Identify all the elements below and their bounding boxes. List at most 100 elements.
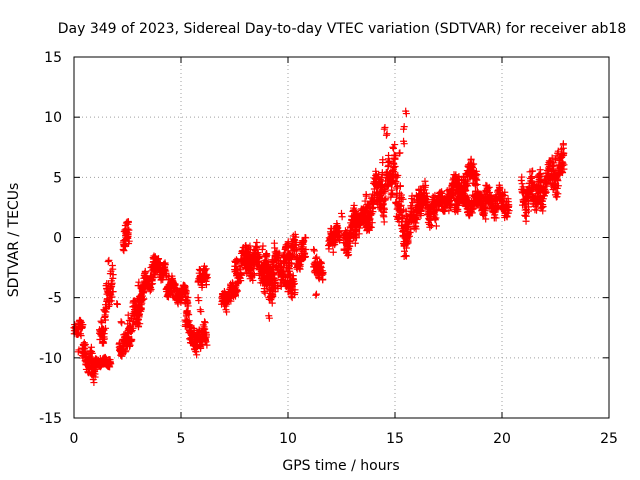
data-point <box>258 246 266 254</box>
data-point <box>165 287 173 295</box>
data-point <box>186 322 194 330</box>
data-point <box>473 181 481 189</box>
data-point <box>360 218 368 226</box>
data-point <box>473 196 481 204</box>
data-point <box>260 288 268 296</box>
data-point <box>280 249 288 257</box>
data-point <box>541 185 549 193</box>
data-point <box>554 147 562 155</box>
data-point <box>297 255 305 263</box>
data-point <box>293 247 301 255</box>
data-point <box>400 123 408 131</box>
data-point <box>85 363 93 371</box>
data-point <box>543 180 551 188</box>
data-point <box>194 330 202 338</box>
data-point <box>265 314 273 322</box>
data-point <box>537 170 545 178</box>
x-tick-label: 15 <box>386 431 404 447</box>
data-point <box>472 175 480 183</box>
data-point <box>533 206 541 214</box>
data-point <box>201 274 209 282</box>
data-point <box>426 223 434 231</box>
data-point <box>312 254 320 262</box>
data-point <box>263 264 271 272</box>
data-point <box>518 180 526 188</box>
data-point <box>220 302 228 310</box>
data-point <box>500 191 508 199</box>
data-point <box>118 319 126 327</box>
data-point <box>556 164 564 172</box>
data-point <box>274 284 282 292</box>
chart-title: Day 349 of 2023, Sidereal Day-to-day VTE… <box>58 21 627 37</box>
data-point <box>363 221 371 229</box>
data-point <box>147 264 155 272</box>
data-point <box>278 272 286 280</box>
data-point <box>268 271 276 279</box>
data-point <box>137 292 145 300</box>
data-point <box>477 191 485 199</box>
data-point <box>397 191 405 199</box>
data-point <box>79 351 87 359</box>
data-point <box>202 281 210 289</box>
data-point <box>104 359 112 367</box>
data-point <box>98 319 106 327</box>
data-point <box>291 280 298 288</box>
data-point <box>302 234 310 242</box>
x-tick-label: 5 <box>177 431 186 447</box>
data-point <box>97 317 105 325</box>
data-point <box>472 167 480 175</box>
data-point <box>390 167 398 175</box>
data-point <box>226 294 234 302</box>
data-point <box>121 348 129 356</box>
data-point <box>164 288 172 296</box>
data-point <box>77 332 85 340</box>
data-point <box>376 203 384 211</box>
data-point <box>199 334 207 342</box>
data-point <box>377 205 385 213</box>
data-point <box>447 193 455 201</box>
data-point <box>228 282 236 290</box>
data-point <box>488 199 496 207</box>
data-point <box>364 225 372 233</box>
data-point <box>380 218 388 226</box>
data-point <box>259 242 267 250</box>
data-point <box>100 306 108 314</box>
y-tick-label: -10 <box>39 351 62 367</box>
x-tick-label: 0 <box>70 431 79 447</box>
data-point <box>338 209 345 217</box>
grid <box>74 57 609 418</box>
data-point <box>503 213 511 221</box>
data-point <box>380 185 388 193</box>
data-point <box>272 251 280 259</box>
data-point <box>482 215 490 223</box>
data-point <box>367 223 375 231</box>
data-point <box>101 307 109 315</box>
x-tick-labels: 0 5 10 15 20 25 <box>70 431 618 447</box>
data-point <box>233 286 241 294</box>
data-point <box>389 143 397 151</box>
data-point <box>560 151 568 159</box>
x-tick-label: 10 <box>279 431 297 447</box>
data-point <box>383 130 391 138</box>
data-point <box>412 225 420 233</box>
data-point <box>104 258 112 266</box>
data-point <box>396 182 404 190</box>
data-point <box>79 352 87 360</box>
data-point <box>402 252 410 260</box>
data-point <box>558 167 566 175</box>
data-point <box>141 267 149 275</box>
data-point <box>370 179 378 187</box>
data-point <box>75 346 83 354</box>
data-point <box>250 271 258 279</box>
data-point <box>390 144 398 152</box>
data-point <box>223 308 231 316</box>
data-point <box>329 248 337 256</box>
data-point <box>368 219 376 227</box>
data-point <box>185 311 193 319</box>
data-point <box>249 276 257 284</box>
data-point <box>467 160 475 168</box>
data-point <box>84 368 92 376</box>
data-point <box>445 202 453 210</box>
data-point <box>491 208 499 216</box>
y-tick-label: -5 <box>48 291 62 307</box>
